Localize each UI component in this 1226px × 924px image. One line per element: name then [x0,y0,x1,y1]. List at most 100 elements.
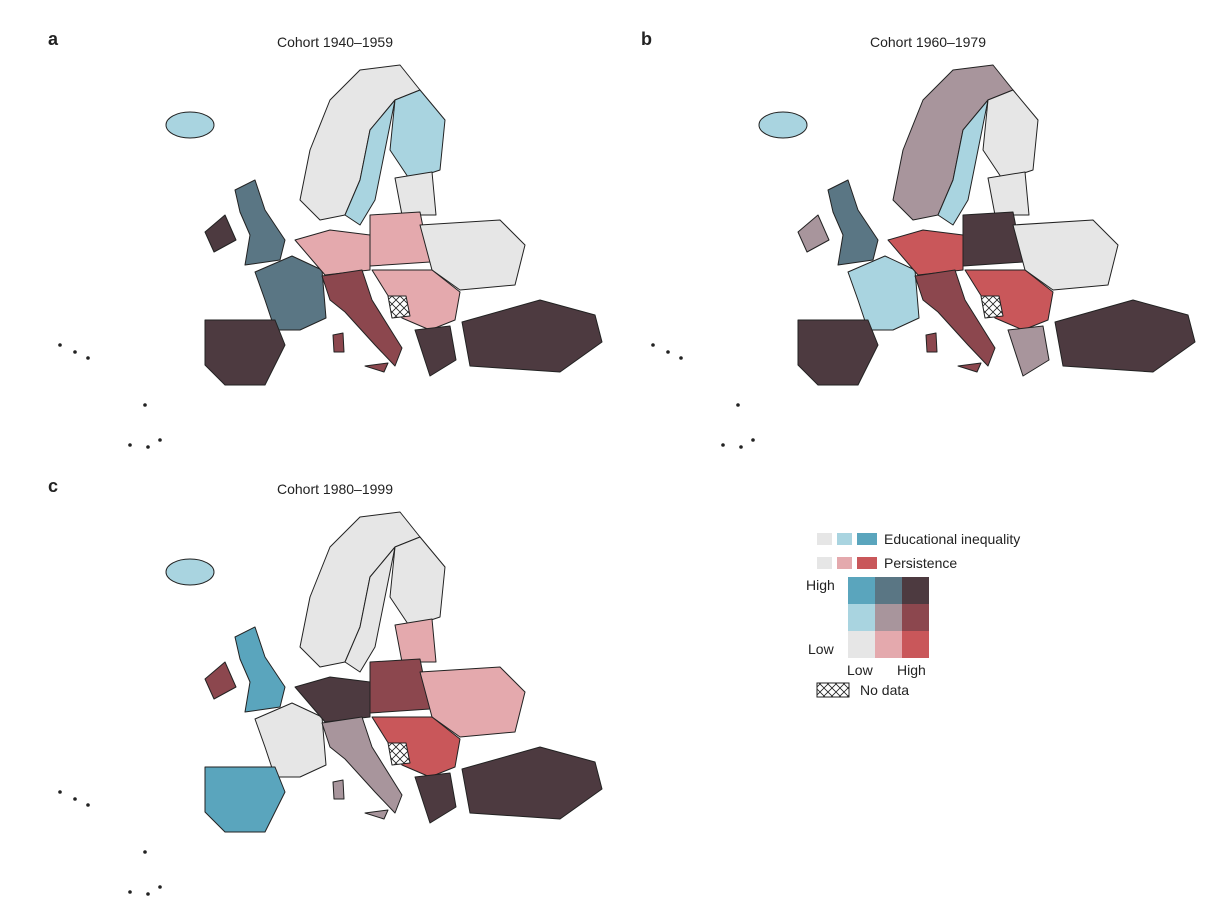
region [957,362,982,373]
island [158,885,162,889]
cell [848,631,875,658]
region [364,809,389,820]
map-panel: b Cohort 1960–1979 [641,29,1196,449]
legend-label: Educational inequality [884,531,1020,547]
swatch [837,533,852,545]
region [964,269,1054,331]
region [394,618,437,663]
region [982,89,1039,181]
region [847,255,920,331]
no-data-region [387,295,411,319]
island [651,343,655,347]
island [739,445,743,449]
region [332,779,345,800]
legend-label: Persistence [884,555,957,571]
cell [848,604,875,631]
panels: a Cohort 1940–1959 b Cohort 1960–1979 c Cohor… [48,29,1196,896]
region [369,211,431,267]
island [58,790,62,794]
region [914,269,996,367]
cell [875,577,902,604]
region [394,171,437,216]
region [344,99,396,226]
region [389,536,446,628]
axis-label: Low [808,641,835,657]
island [146,445,150,449]
cell [875,604,902,631]
island [751,438,755,442]
region [254,255,327,331]
region [204,766,286,833]
island [143,403,147,407]
region [254,702,327,778]
island [86,356,90,360]
cell [902,577,929,604]
legend: Educational inequality Persistence High … [806,531,1020,698]
region [371,716,461,778]
swatch [857,557,877,569]
region [758,111,808,139]
swatch [837,557,852,569]
region [797,214,830,253]
cell [848,577,875,604]
region [369,658,431,714]
island [86,803,90,807]
legend-label: No data [860,682,909,698]
panel-label: b [641,29,652,49]
panel-label: c [48,476,58,496]
region [332,332,345,353]
region [461,746,603,820]
island [128,890,132,894]
region [414,772,457,824]
region [937,99,989,226]
island [128,443,132,447]
region [204,319,286,386]
region [1007,325,1050,377]
region [364,362,389,373]
panel-label: a [48,29,59,49]
island [58,343,62,347]
axis-label: High [806,577,835,593]
island [666,350,670,354]
no-data-region [980,295,1004,319]
region [371,269,461,331]
region [321,269,403,367]
region [987,171,1030,216]
island [721,443,725,447]
region [925,332,938,353]
swatch [817,533,832,545]
region [344,546,396,673]
axis-label: Low [847,662,874,678]
region [1054,299,1196,373]
region [962,211,1024,267]
region [321,716,403,814]
region [827,179,879,266]
cell [902,631,929,658]
panel-title: Cohort 1960–1979 [870,34,986,50]
island [73,350,77,354]
island [73,797,77,801]
no-data-region [387,742,411,766]
swatch [817,557,832,569]
region [461,299,603,373]
swatch [857,533,877,545]
region [234,179,286,266]
region [165,111,215,139]
region [797,319,879,386]
region [204,214,237,253]
panel-title: Cohort 1940–1959 [277,34,393,50]
cell [902,604,929,631]
region [414,325,457,377]
island [736,403,740,407]
no-data-swatch [816,682,850,698]
region [165,558,215,586]
panel-title: Cohort 1980–1999 [277,481,393,497]
axis-label: High [897,662,926,678]
region [389,89,446,181]
map-panel: c Cohort 1980–1999 [48,476,603,896]
island [679,356,683,360]
region [234,626,286,713]
island [146,892,150,896]
region [204,661,237,700]
